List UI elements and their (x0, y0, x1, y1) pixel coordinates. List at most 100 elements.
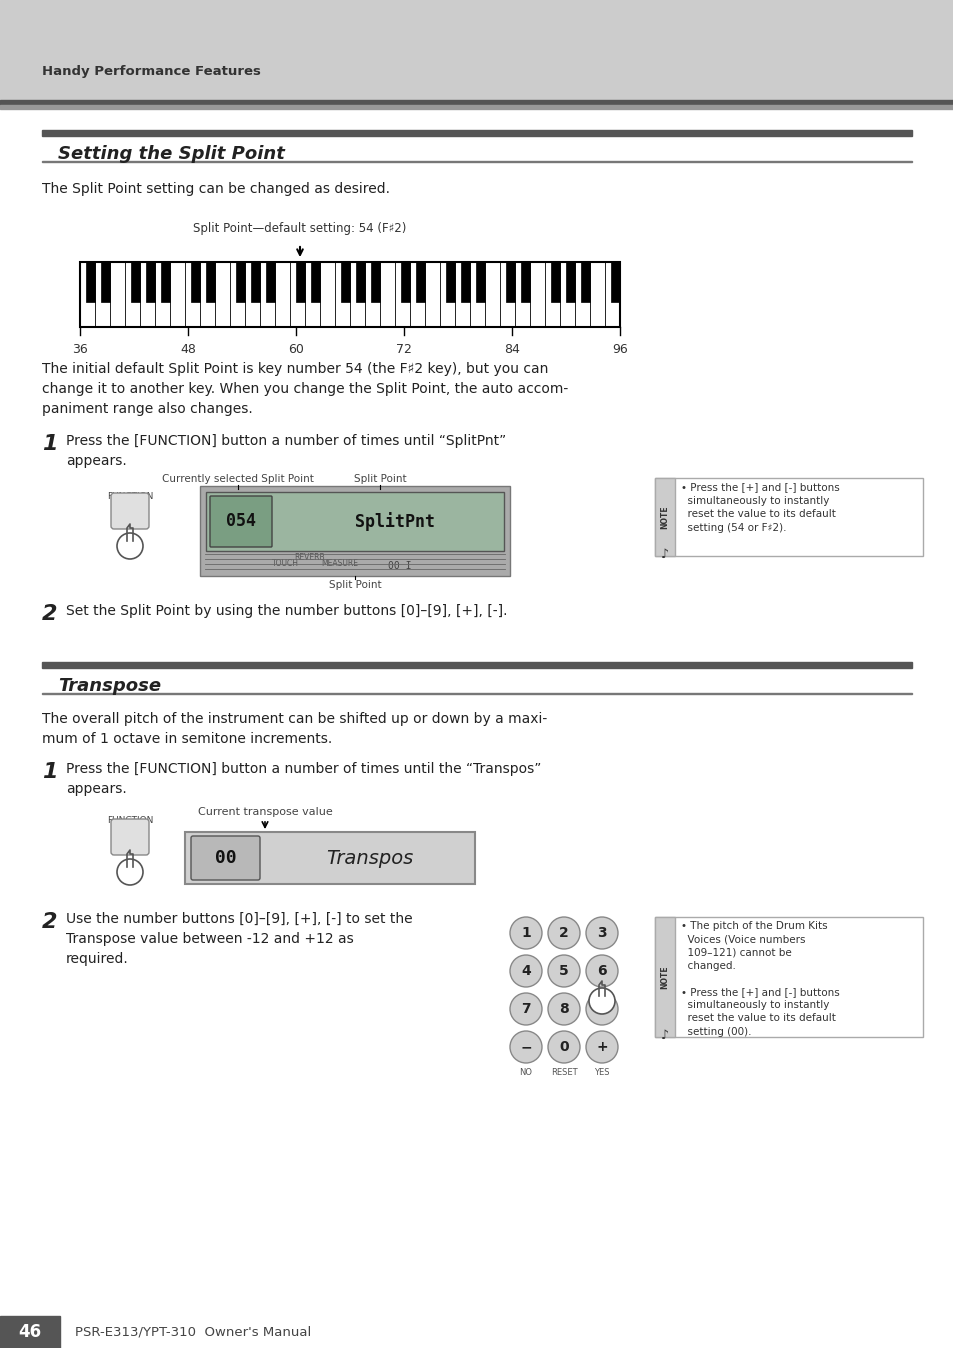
Bar (101, 262, 110, 302)
Bar (521, 262, 529, 302)
Bar (416, 262, 424, 302)
Text: The initial default Split Point is key number 54 (the F♯2 key), but you can
chan: The initial default Split Point is key n… (42, 363, 568, 417)
Text: 46: 46 (18, 1322, 42, 1341)
Text: • Press the [+] and [-] buttons
  simultaneously to instantly
  reset the value : • Press the [+] and [-] buttons simultan… (680, 483, 839, 532)
Text: Transpose: Transpose (58, 677, 161, 696)
Bar (655, 917, 675, 1037)
Bar (655, 479, 923, 555)
Text: Setting the Split Point: Setting the Split Point (58, 146, 285, 163)
Bar (566, 262, 574, 302)
Text: • The pitch of the Drum Kits
  Voices (Voice numbers
  109–121) cannot be
  chan: • The pitch of the Drum Kits Voices (Voi… (680, 921, 839, 1037)
Text: 1: 1 (42, 434, 57, 454)
Text: 9: 9 (597, 1002, 606, 1016)
Bar (200, 487, 510, 576)
Bar (80, 262, 619, 328)
Circle shape (547, 917, 579, 949)
Text: NOTE: NOTE (659, 965, 669, 989)
Bar (371, 262, 379, 302)
Bar (580, 262, 589, 302)
Text: Press the [FUNCTION] button a number of times until the “Transpos”
appears.: Press the [FUNCTION] button a number of … (66, 762, 540, 795)
Text: RESET: RESET (550, 1068, 577, 1077)
Bar (87, 262, 94, 302)
Text: SplitPnt: SplitPnt (355, 512, 435, 531)
Bar (251, 262, 259, 302)
Bar (146, 262, 154, 302)
Bar (655, 479, 675, 555)
Circle shape (117, 859, 143, 886)
Text: MEASURE: MEASURE (321, 559, 358, 568)
Circle shape (117, 532, 143, 559)
Text: 84: 84 (503, 342, 519, 356)
Text: TOUCH: TOUCH (272, 559, 298, 568)
Bar (206, 262, 214, 302)
Text: Split Point: Split Point (329, 580, 381, 590)
Text: The overall pitch of the instrument can be shifted up or down by a maxi-
mum of : The overall pitch of the instrument can … (42, 712, 547, 745)
FancyBboxPatch shape (111, 820, 149, 855)
Text: The Split Point setting can be changed as desired.: The Split Point setting can be changed a… (42, 182, 390, 195)
Bar (476, 262, 484, 302)
Text: YES: YES (594, 1068, 609, 1077)
Circle shape (585, 1031, 618, 1064)
Text: Press the [FUNCTION] button a number of times until “SplitPnt”
appears.: Press the [FUNCTION] button a number of … (66, 434, 506, 468)
Bar (132, 262, 139, 302)
Bar (461, 262, 469, 302)
Bar (446, 262, 455, 302)
Text: 6: 6 (597, 964, 606, 979)
Circle shape (510, 993, 541, 1024)
Text: 8: 8 (558, 1002, 568, 1016)
Bar (0, 1316, 60, 1348)
Text: Split Point: Split Point (354, 474, 406, 484)
Circle shape (547, 954, 579, 987)
Text: Set the Split Point by using the number buttons [0]–[9], [+], [-].: Set the Split Point by using the number … (66, 604, 507, 617)
Circle shape (510, 1031, 541, 1064)
Bar (356, 262, 364, 302)
Text: 4: 4 (520, 964, 530, 979)
Text: 48: 48 (180, 342, 195, 356)
Circle shape (585, 954, 618, 987)
Text: 00: 00 (204, 849, 247, 867)
FancyBboxPatch shape (111, 493, 149, 528)
Bar (42, 160, 911, 162)
FancyBboxPatch shape (210, 496, 272, 547)
Text: NOTE: NOTE (659, 506, 669, 528)
Bar (611, 262, 619, 302)
Text: Handy Performance Features: Handy Performance Features (42, 66, 260, 78)
Bar (655, 917, 923, 1037)
Text: NO: NO (519, 1068, 532, 1077)
Bar (266, 262, 274, 302)
Bar (311, 262, 319, 302)
FancyBboxPatch shape (191, 836, 260, 880)
Text: 2: 2 (42, 913, 57, 931)
Text: Currently selected Split Point: Currently selected Split Point (162, 474, 314, 484)
Text: 96: 96 (612, 342, 627, 356)
Text: 054: 054 (226, 512, 255, 531)
Bar (161, 262, 170, 302)
Circle shape (585, 917, 618, 949)
Text: −: − (519, 1041, 531, 1054)
Text: 1: 1 (520, 926, 530, 940)
Bar (42, 129, 911, 136)
Text: 2: 2 (558, 926, 568, 940)
Circle shape (510, 917, 541, 949)
Bar (0, 100, 953, 105)
Bar (551, 262, 559, 302)
Bar (206, 492, 503, 551)
Text: 36: 36 (72, 342, 88, 356)
Text: 5: 5 (558, 964, 568, 979)
Text: Split Point—default setting: 54 (F♯2): Split Point—default setting: 54 (F♯2) (193, 222, 406, 235)
Text: ♪: ♪ (660, 1029, 668, 1042)
Bar (401, 262, 409, 302)
Text: 3: 3 (597, 926, 606, 940)
Bar (506, 262, 514, 302)
Bar (42, 662, 911, 669)
Bar (341, 262, 349, 302)
Bar (0, 0, 953, 100)
Text: Transpos: Transpos (326, 848, 414, 868)
Text: 1: 1 (42, 762, 57, 782)
Circle shape (588, 988, 615, 1014)
Bar (185, 832, 475, 884)
Text: 0: 0 (558, 1041, 568, 1054)
Circle shape (510, 954, 541, 987)
Text: 60: 60 (288, 342, 304, 356)
Circle shape (585, 993, 618, 1024)
